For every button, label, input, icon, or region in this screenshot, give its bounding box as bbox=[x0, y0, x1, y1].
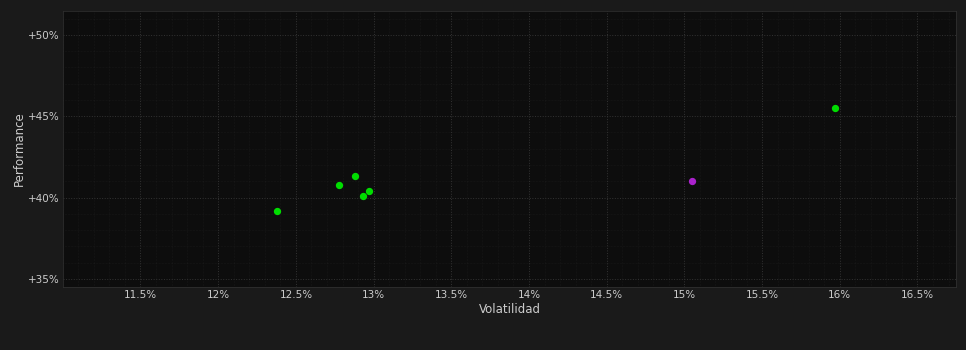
X-axis label: Volatilidad: Volatilidad bbox=[478, 302, 541, 316]
Point bbox=[828, 105, 843, 111]
Point bbox=[685, 178, 700, 184]
Point bbox=[355, 193, 370, 199]
Point bbox=[361, 188, 377, 194]
Y-axis label: Performance: Performance bbox=[13, 111, 25, 186]
Point bbox=[331, 183, 347, 188]
Point bbox=[270, 208, 285, 213]
Point bbox=[347, 174, 362, 179]
